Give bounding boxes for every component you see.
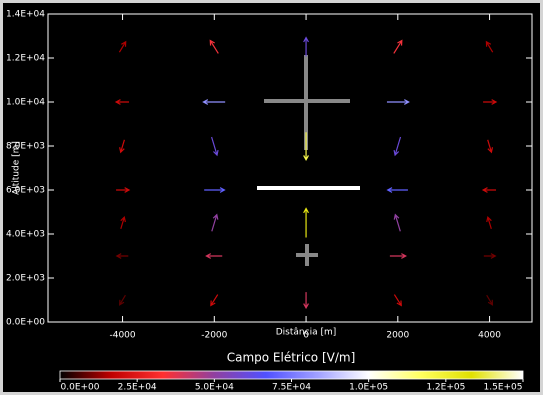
field-vector: [487, 139, 494, 154]
field-vector: [209, 39, 219, 54]
field-vector: [115, 253, 129, 259]
field-vector: [481, 187, 497, 193]
field-vector: [393, 213, 401, 232]
field-vector: [204, 187, 226, 193]
field-vector: [119, 294, 126, 306]
colorbar-tick-label: 1.5E+05: [484, 383, 523, 393]
field-vector: [116, 187, 131, 193]
y-tick-label: 4.0E+03: [6, 230, 45, 240]
field-vector: [389, 253, 407, 259]
field-vector: [393, 39, 403, 54]
x-tick-label: 2000: [386, 331, 409, 341]
field-vector: [486, 215, 492, 230]
field-vector: [486, 294, 494, 306]
y-tick-label: 0.0E+00: [6, 318, 45, 328]
y-tick-label: 1.4E+04: [6, 10, 45, 20]
field-vector: [393, 294, 402, 307]
field-vector: [303, 292, 309, 310]
colorbar-title: Campo Elétrico [V/m]: [227, 351, 356, 365]
field-vector: [205, 253, 223, 259]
field-vector: [210, 294, 219, 307]
y-axis-label: Altitude [m]: [12, 141, 22, 195]
field-vector: [303, 132, 309, 162]
x-tick-label: -4000: [109, 331, 135, 341]
field-vector: [119, 139, 125, 154]
field-vector: [483, 253, 497, 259]
field-vector: [211, 136, 219, 157]
y-tick-label: 8.0E+03: [6, 142, 45, 152]
colorbar-tick-label: 0.0E+00: [61, 383, 100, 393]
field-vector: [485, 40, 494, 53]
x-axis-label: Distância [m]: [276, 328, 336, 338]
colorbar: [59, 370, 524, 380]
x-tick-label: -2000: [201, 331, 227, 341]
colorbar-tick-label: 2.5E+04: [118, 383, 157, 393]
field-vector: [211, 213, 219, 232]
plot-frame: [47, 13, 533, 323]
field-vector: [386, 187, 408, 193]
colorbar-tick-label: 7.5E+04: [272, 383, 311, 393]
field-vector: [393, 136, 402, 157]
charges: [214, 55, 398, 282]
field-vector: [386, 99, 410, 105]
y-tick-label: 1.2E+04: [6, 54, 45, 64]
x-tick-label: 4000: [478, 331, 501, 341]
field-vector: [114, 99, 130, 105]
colorbar-tick-label: 1.0E+05: [349, 383, 388, 393]
field-vector: [303, 36, 309, 57]
field-vector: [118, 40, 127, 53]
x-tick-label: 0: [303, 331, 309, 341]
y-tick-label: 1.0E+04: [6, 98, 45, 108]
colorbar-tick-label: 1.2E+05: [426, 383, 465, 393]
colorbar-tick-label: 5.0E+04: [195, 383, 234, 393]
field-vector: [483, 99, 498, 105]
field-vector: [120, 215, 126, 230]
field-vector: [303, 207, 309, 238]
y-tick-label: 2.0E+03: [6, 274, 45, 284]
field-vector: [202, 99, 226, 105]
y-tick-label: 6.0E+03: [6, 186, 45, 196]
